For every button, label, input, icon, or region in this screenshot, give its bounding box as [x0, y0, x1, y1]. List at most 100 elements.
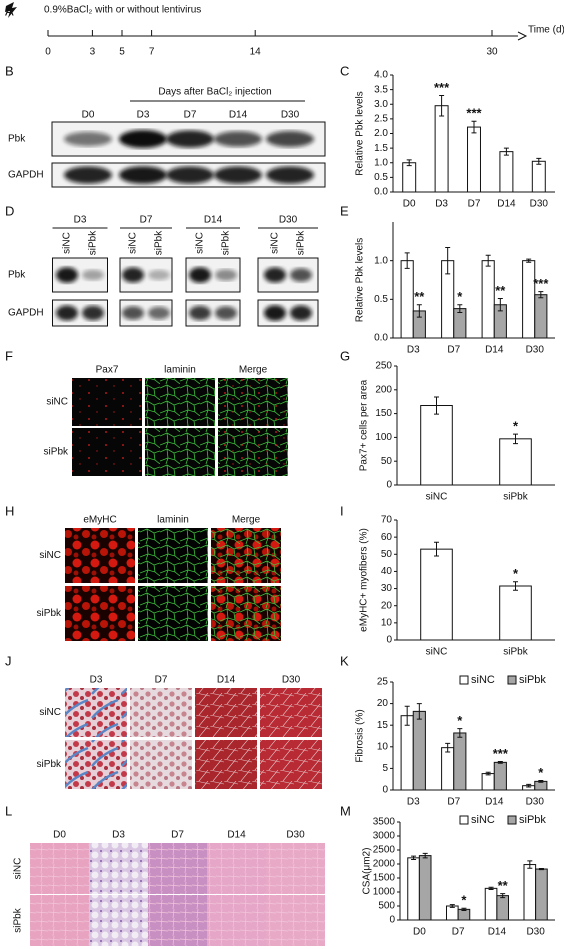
- image-column-label: D14: [217, 675, 236, 686]
- significance-label: ***: [493, 746, 509, 761]
- x-tick-label: D30: [530, 199, 549, 210]
- y-tick-label: 2000: [373, 859, 396, 870]
- image-row-label: siNC: [46, 397, 68, 408]
- image-column-label: Pax7: [96, 365, 119, 376]
- x-tick-label: D7: [447, 797, 460, 808]
- micrograph: [89, 843, 148, 894]
- micrograph: [195, 688, 257, 737]
- y-tick-label: 500: [378, 901, 395, 912]
- significance-label: ***: [434, 80, 450, 95]
- y-tick-label: 70: [381, 515, 393, 526]
- error-bar: [500, 893, 506, 899]
- micrograph: [72, 428, 142, 476]
- panel-label: K: [340, 653, 349, 668]
- image-column-label: D7: [155, 675, 168, 686]
- x-tick-label: siNC: [426, 647, 448, 658]
- micrograph: [260, 740, 322, 789]
- error-bar: [497, 298, 503, 312]
- y-tick-label: 2.0: [374, 128, 388, 139]
- y-axis-label: Pax7+ cells per area: [359, 379, 370, 471]
- bar: [441, 747, 455, 791]
- y-tick-label: 0: [386, 635, 392, 646]
- micrograph: [145, 428, 215, 476]
- bar: [420, 548, 453, 641]
- error-bar: [485, 771, 491, 776]
- image-column-label: D30: [286, 830, 305, 841]
- significance-label: **: [495, 283, 506, 298]
- blot-band: [119, 130, 167, 148]
- x-tick-label: D0: [413, 927, 426, 938]
- micrograph: [89, 895, 148, 946]
- blot-band: [122, 306, 144, 320]
- micrograph: [130, 688, 192, 737]
- significance-label: *: [457, 289, 463, 304]
- y-tick-label: 20: [381, 600, 393, 611]
- y-tick-label: 5: [382, 763, 388, 774]
- significance-label: *: [538, 765, 544, 780]
- blot-band: [290, 268, 312, 282]
- micrograph: [65, 688, 127, 737]
- blot-band: [290, 305, 312, 321]
- timeline-tick-label: 0: [45, 47, 51, 58]
- significance-label: **: [498, 878, 509, 893]
- y-tick-label: 10: [377, 741, 389, 752]
- y-tick-label: 0: [389, 915, 395, 926]
- timeline-tick-label: 14: [250, 47, 262, 58]
- error-bar: [449, 904, 455, 908]
- x-tick-label: siPbk: [503, 492, 528, 503]
- x-tick-label: D7: [452, 927, 465, 938]
- error-bar: [536, 157, 542, 165]
- bar: [453, 308, 467, 339]
- bar: [400, 260, 414, 339]
- bar: [499, 151, 514, 193]
- y-tick-label: 25: [377, 677, 389, 688]
- error-bar: [513, 581, 518, 591]
- image-row-label: siNC: [39, 550, 61, 561]
- bar: [407, 857, 420, 921]
- x-tick-label: D14: [485, 345, 504, 356]
- micrograph: [266, 895, 325, 946]
- y-tick-label: 0.0: [374, 333, 388, 344]
- error-bar: [422, 852, 428, 859]
- y-tick-label: 30: [381, 583, 393, 594]
- bar: [467, 126, 481, 193]
- image-column-label: D7: [171, 830, 184, 841]
- bar: [453, 732, 467, 791]
- error-bar: [538, 867, 544, 871]
- y-tick-label: 4.0: [374, 70, 388, 81]
- bar: [434, 105, 449, 193]
- y-tick-label: 100: [375, 432, 392, 443]
- y-tick-label: 2500: [373, 845, 396, 856]
- panel-label: D: [5, 203, 14, 218]
- error-bar: [538, 779, 544, 783]
- blot-lane-label: siPbk: [221, 230, 232, 255]
- panel-label: M: [340, 803, 351, 818]
- x-tick-label: D30: [526, 797, 545, 808]
- legend-swatch: [507, 815, 517, 825]
- y-tick-label: 1.0: [374, 157, 388, 168]
- x-tick-label: D7: [468, 199, 481, 210]
- y-tick-label: 200: [375, 384, 392, 395]
- micrograph: [195, 740, 257, 789]
- x-tick-label: D14: [497, 199, 516, 210]
- y-tick-label: 2.5: [374, 114, 388, 125]
- y-axis-label: eMyHC+ myofibers (%): [359, 528, 370, 632]
- timeline-tick-label: 7: [149, 47, 155, 58]
- blot-header: Days after BaCl₂ injection: [158, 87, 271, 98]
- legend-swatch: [459, 815, 469, 825]
- image-column-label: D14: [227, 830, 246, 841]
- panel-label: B: [5, 63, 14, 78]
- blot-lane-label: D14: [229, 110, 248, 121]
- y-tick-label: 3.5: [374, 84, 388, 95]
- timeline-tick-label: 3: [90, 47, 96, 58]
- blot-group-label: D7: [140, 215, 153, 226]
- y-tick-label: 1.5: [374, 143, 388, 154]
- y-tick-label: 60: [381, 532, 393, 543]
- blot-band: [189, 305, 211, 321]
- micrograph: [148, 895, 207, 946]
- error-bar: [404, 705, 410, 726]
- image-row-label: siNC: [39, 707, 61, 718]
- micrograph: [218, 378, 288, 426]
- significance-label: ***: [533, 276, 549, 291]
